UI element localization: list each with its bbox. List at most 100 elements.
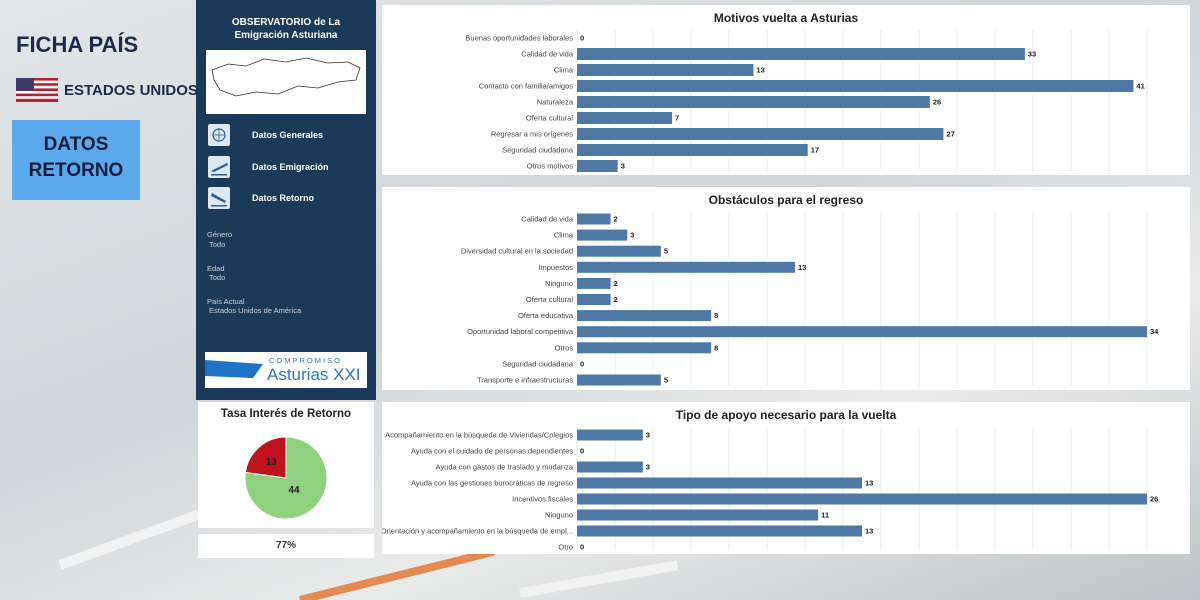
- nav-datos-generales[interactable]: Datos Generales: [208, 124, 368, 148]
- category-label: Ayuda con las gestiones burocráticas de …: [411, 479, 573, 488]
- category-label: Diversidad cultural en la sociedad: [461, 247, 573, 256]
- bar[interactable]: [577, 525, 862, 537]
- filter-value-pais[interactable]: Estados Unidos de América: [209, 306, 302, 315]
- category-label: Oferta cultural: [526, 295, 573, 304]
- bar[interactable]: [577, 128, 944, 140]
- pie-slice[interactable]: [244, 436, 328, 520]
- chart-title: Obstáculos para el regreso: [708, 193, 864, 207]
- pie-label: 13: [266, 457, 278, 468]
- bar[interactable]: [577, 229, 628, 241]
- filter-label-pais: País Actual: [207, 297, 245, 306]
- data-label: 17: [811, 146, 819, 155]
- category-label: Otros motivos: [527, 162, 574, 171]
- data-label: 8: [714, 343, 718, 352]
- bar[interactable]: [577, 294, 611, 305]
- logo-name: Asturias XXI: [267, 365, 361, 384]
- sidebar: OBSERVATORIO de La Emigración Asturiana …: [196, 0, 376, 400]
- bar[interactable]: [577, 48, 1025, 60]
- data-label: 27: [946, 130, 954, 139]
- data-label: 41: [1136, 82, 1144, 91]
- motivos-chart-panel: Motivos vuelta a Asturias Buenas oportun…: [382, 5, 1190, 175]
- category-label: Otro: [558, 543, 573, 552]
- data-label: 2: [614, 279, 618, 288]
- category-label: Clima: [554, 231, 574, 240]
- nav-datos-emigracion[interactable]: Datos Emigración: [208, 156, 368, 180]
- category-label: Clima: [554, 66, 574, 75]
- apoyo-bar-chart: Acompañamiento en la búsqueda de Viviend…: [381, 427, 1158, 552]
- data-label: 3: [621, 162, 625, 171]
- data-label: 0: [580, 447, 584, 456]
- nav-label: Datos Generales: [252, 130, 324, 140]
- category-label: Ninguno: [545, 279, 573, 288]
- obstaculos-bar-chart: Calidad de vida 2 Clima 3 Diversidad cultura…: [461, 211, 1159, 386]
- data-label: 26: [933, 98, 941, 107]
- nav-label: Datos Retorno: [252, 193, 315, 203]
- category-label: Ayuda con el cuidado de personas dependi…: [411, 447, 573, 456]
- bar[interactable]: [577, 96, 930, 108]
- bar[interactable]: [577, 80, 1134, 92]
- bar[interactable]: [577, 374, 661, 386]
- category-label: Ayuda con gastos de traslado y mudanza: [436, 463, 574, 472]
- category-label: Otros: [555, 343, 574, 352]
- bar[interactable]: [577, 509, 819, 521]
- bar[interactable]: [577, 261, 795, 273]
- pie-title: Tasa Interés de Retorno: [220, 408, 352, 420]
- bar[interactable]: [577, 493, 1147, 505]
- category-label: Seguridad ciudadana: [502, 146, 574, 155]
- data-label: 3: [646, 431, 650, 440]
- filter-label-edad: Edad: [207, 264, 225, 273]
- apoyo-chart-panel: Tipo de apoyo necesario para la vuelta A…: [381, 402, 1190, 554]
- data-label: 26: [1150, 495, 1158, 504]
- category-label: Oferta cultural: [526, 114, 573, 123]
- category-label: Impuestos: [538, 263, 573, 272]
- bar[interactable]: [577, 112, 672, 124]
- bar[interactable]: [577, 310, 712, 322]
- data-label: 13: [756, 66, 764, 75]
- us-flag-icon: [16, 78, 58, 102]
- data-label: 0: [580, 34, 584, 43]
- bar[interactable]: [577, 342, 712, 354]
- bar[interactable]: [577, 245, 661, 257]
- page-title: FICHA PAÍS: [16, 32, 139, 57]
- filter-label-genero: Género: [207, 230, 233, 239]
- pie-slice[interactable]: [244, 436, 287, 479]
- bar[interactable]: [577, 429, 643, 441]
- category-label: Ninguno: [545, 511, 573, 520]
- category-label: Contacto con familia/amigos: [479, 82, 573, 91]
- data-label: 5: [664, 376, 668, 385]
- bar[interactable]: [577, 326, 1147, 338]
- globe-icon: [208, 124, 230, 146]
- bar[interactable]: [577, 144, 808, 156]
- data-label: 2: [614, 295, 618, 304]
- bar[interactable]: [577, 160, 618, 172]
- data-label: 5: [664, 247, 668, 256]
- category-label: Incentivos fiscales: [512, 495, 573, 504]
- data-label: 7: [675, 114, 679, 123]
- category-label: Oportunidad laboral competitiva: [467, 327, 574, 336]
- category-label: Naturaleza: [537, 98, 574, 107]
- bar[interactable]: [577, 64, 754, 76]
- data-label: 13: [798, 263, 806, 272]
- filter-value-genero[interactable]: Todo: [209, 240, 226, 249]
- data-label: 13: [865, 527, 873, 536]
- section-badge: DATOS RETORNO: [12, 120, 140, 200]
- data-label: 0: [580, 359, 584, 368]
- asturias-map-outline: [211, 57, 361, 97]
- bar[interactable]: [577, 477, 862, 489]
- country-name: ESTADOS UNIDOS: [64, 82, 198, 99]
- bar[interactable]: [577, 461, 643, 473]
- nav-label: Datos Emigración: [252, 162, 329, 172]
- data-label: 8: [714, 311, 718, 320]
- filter-value-edad[interactable]: Todo: [209, 273, 226, 282]
- bar[interactable]: [577, 213, 611, 225]
- data-label: 3: [630, 231, 634, 240]
- data-label: 13: [865, 479, 873, 488]
- pie-label: 44: [289, 485, 301, 496]
- rate-panel: 77%: [198, 534, 374, 558]
- category-label: Oferta educativa: [518, 311, 574, 320]
- nav-datos-retorno[interactable]: Datos Retorno: [208, 187, 368, 211]
- chart-title: Tipo de apoyo necesario para la vuelta: [675, 408, 897, 422]
- bar[interactable]: [577, 277, 611, 289]
- data-label: 2: [614, 215, 618, 224]
- obstaculos-chart-panel: Obstáculos para el regreso Calidad de vi…: [382, 187, 1190, 390]
